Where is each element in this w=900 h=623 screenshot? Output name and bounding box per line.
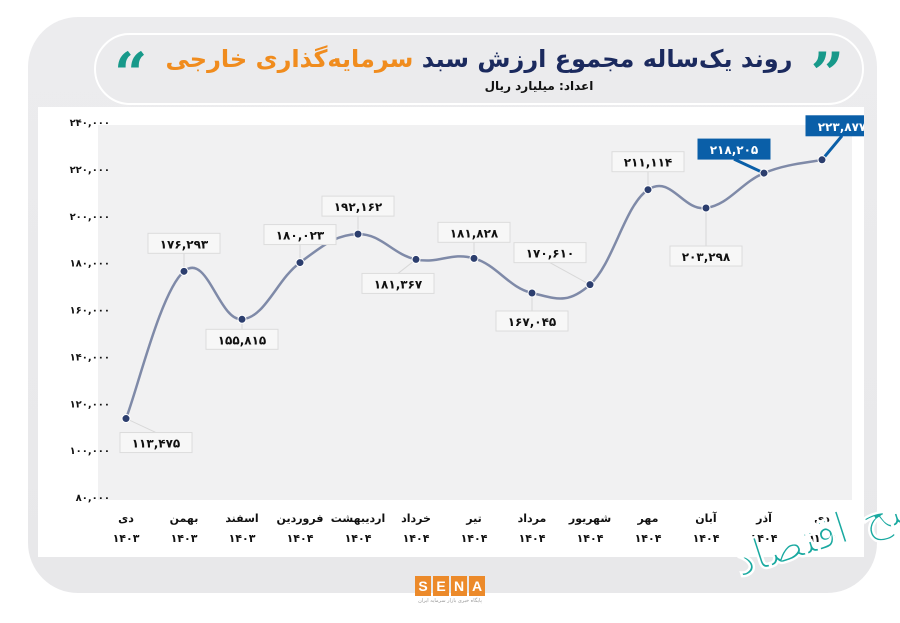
y-tick-label: ۸۰,۰۰۰ [76,493,110,504]
x-tick-year: ۱۴۰۳ [171,532,198,545]
x-tick-month: مهر [637,512,659,525]
data-label-box [495,310,569,332]
data-point-marker [527,288,537,298]
x-tick-year: ۱۴۰۴ [519,532,546,545]
data-point-marker [817,155,827,165]
x-tick-month: فروردین [277,512,324,525]
quote-open-icon: “ [114,40,148,108]
x-tick-month: بهمن [170,512,199,525]
x-tick-year: ۱۴۰۴ [809,532,836,545]
x-tick-month: دی [118,512,134,525]
data-label: ۲۲۳,۸۷۷ [818,120,864,134]
data-label: ۲۱۱,۱۱۴ [624,156,673,170]
quote-close-icon: ” [810,40,844,108]
x-tick-month: دی [814,512,830,525]
sena-letter: E [433,576,449,596]
data-label: ۱۷۰,۶۱۰ [526,247,575,261]
plot-area [98,125,852,500]
data-label: ۲۱۸,۲۰۵ [710,143,759,157]
sena-logo-subtitle: پایگاه خبری بازار سرمایه ایران [418,598,482,604]
x-tick-year: ۱۴۰۳ [229,532,256,545]
data-label-box [513,242,587,264]
x-tick-month: آذر [755,511,772,525]
data-point-marker [759,168,769,178]
data-label-box [361,272,435,294]
data-point-marker [701,203,711,213]
data-line [124,158,823,420]
data-point-marker [295,258,305,268]
x-tick-year: ۱۴۰۴ [287,532,314,545]
data-point-marker [179,266,189,276]
data-point-marker [237,314,247,324]
sena-letter: N [451,576,467,596]
data-label-box [119,432,193,454]
data-point-marker [469,253,479,263]
x-tick-year: ۱۴۰۴ [751,532,778,545]
x-tick-year: ۱۴۰۳ [113,532,140,545]
x-tick-month: اردیبهشت [331,512,385,525]
data-label: ۱۸۱,۳۶۷ [374,277,423,291]
x-tick-year: ۱۴۰۴ [693,532,720,545]
x-tick-month: آبان [695,511,717,525]
data-label: ۱۱۳,۴۷۵ [132,437,181,451]
highlight-label-box [697,138,771,160]
data-point-marker [121,414,131,424]
y-tick-label: ۲۰۰,۰۰۰ [70,212,110,223]
data-label: ۱۵۵,۸۱۵ [218,333,267,347]
x-tick-year: ۱۴۰۴ [345,532,372,545]
data-label-box [147,232,221,254]
highlight-label-box [805,115,864,137]
label-leader-line [549,262,591,286]
line-chart: ۸۰,۰۰۰ ۱۰۰,۰۰۰ ۱۲۰,۰۰۰ ۱۴۰,۰۰۰ ۱۶۰,۰۰۰ ۱۸۰,۰۰… [70,115,864,545]
x-tick-year: ۱۴۰۴ [635,532,662,545]
data-point-marker [585,280,595,290]
y-tick-label: ۲۲۰,۰۰۰ [70,165,110,176]
data-label: ۱۸۰,۰۲۳ [276,229,325,243]
data-label: ۱۸۱,۸۲۸ [450,226,499,240]
title-banner: “ روند یک‌ساله مجموع ارزش سبد سرمایه‌گذا… [94,33,864,105]
x-tick-year: ۱۴۰۴ [577,532,604,545]
chart-panel: ۸۰,۰۰۰ ۱۰۰,۰۰۰ ۱۲۰,۰۰۰ ۱۴۰,۰۰۰ ۱۶۰,۰۰۰ ۱۸۰,۰۰… [38,107,864,557]
label-leader-line [820,134,844,161]
x-tick-year: ۱۴۰۴ [403,532,430,545]
y-tick-label: ۲۴۰,۰۰۰ [70,118,110,129]
data-label-box [263,224,337,246]
title-main: روند یک‌ساله مجموع ارزش سبد [413,45,793,73]
x-tick-month: اسفند [225,512,258,525]
chart-title: روند یک‌ساله مجموع ارزش سبد سرمایه‌گذاری… [96,45,862,73]
data-point-marker [411,254,421,264]
data-label-box [321,195,395,217]
data-label: ۱۹۲,۱۶۲ [334,200,383,214]
data-point-marker [643,185,653,195]
y-tick-label: ۱۶۰,۰۰۰ [70,306,110,317]
sena-letter: S [415,576,431,596]
title-accent: سرمایه‌گذاری خارجی [165,45,414,73]
label-leader-line [733,157,765,175]
data-label: ۲۰۳,۲۹۸ [682,250,731,264]
data-label-box [437,221,511,243]
sena-letter: A [469,576,485,596]
x-tick-month: شهریور [568,512,611,525]
chart-subtitle: اعداد: میلیارد ریال [484,79,594,93]
data-label-box [205,328,279,350]
data-label-box [611,151,685,173]
data-point-marker [353,229,363,239]
data-label: ۱۶۷,۰۴۵ [508,315,557,329]
x-tick-year: ۱۴۰۴ [461,532,488,545]
x-tick-month: تیر [465,512,481,525]
x-tick-month: خرداد [401,512,431,525]
y-tick-label: ۱۲۰,۰۰۰ [70,399,110,410]
y-tick-label: ۱۰۰,۰۰۰ [70,446,110,457]
data-label: ۱۷۶,۲۹۳ [160,237,209,251]
y-tick-label: ۱۴۰,۰۰۰ [70,352,110,363]
data-label-box [669,245,743,267]
x-tick-month: مرداد [518,512,547,525]
y-tick-label: ۱۸۰,۰۰۰ [70,259,110,270]
label-leader-line [125,418,157,433]
